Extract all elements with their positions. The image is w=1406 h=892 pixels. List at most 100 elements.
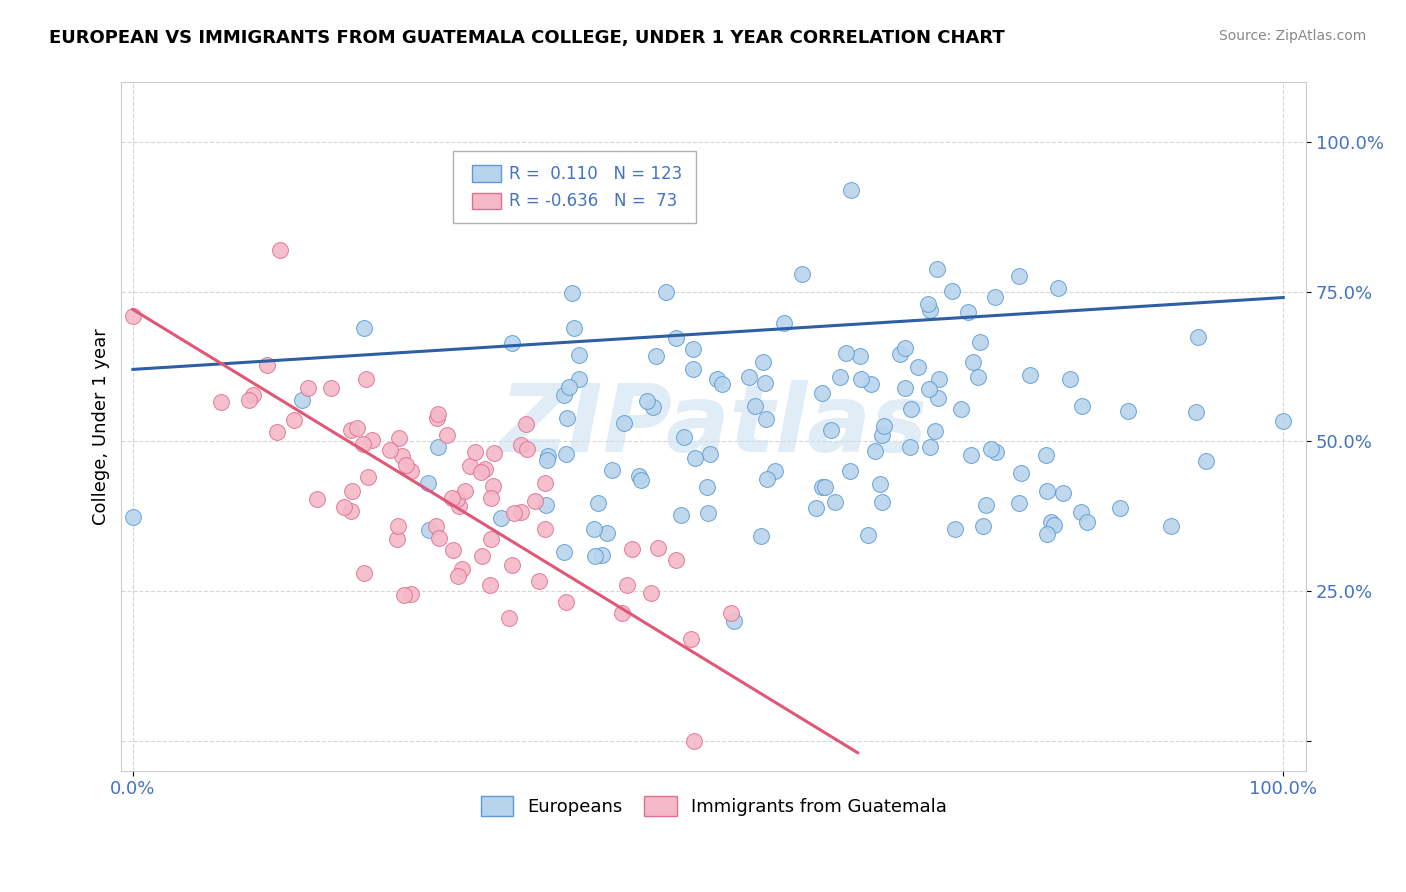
Point <box>744 400 766 414</box>
Point <box>679 632 702 646</box>
Point <box>502 506 524 520</box>
Point <box>333 500 356 514</box>
Point <box>924 425 946 439</box>
Point <box>426 408 449 422</box>
Point <box>600 463 623 477</box>
Point <box>385 532 408 546</box>
Point <box>591 548 613 562</box>
Point <box>360 433 382 447</box>
Point <box>561 285 583 300</box>
Point <box>307 491 329 506</box>
Point <box>696 480 718 494</box>
Point <box>446 491 468 506</box>
Point <box>773 316 796 330</box>
Point <box>956 305 979 319</box>
Point <box>918 440 941 454</box>
Point <box>1008 496 1031 510</box>
Point <box>1071 399 1094 413</box>
Point <box>425 518 447 533</box>
Point <box>983 290 1005 304</box>
Point <box>471 549 494 563</box>
Point <box>583 523 606 537</box>
Point <box>849 350 872 364</box>
Point <box>509 505 531 519</box>
Point <box>553 545 575 559</box>
Point <box>122 310 145 324</box>
Point <box>515 417 537 431</box>
Point <box>972 519 994 533</box>
Point <box>917 296 939 310</box>
Point <box>553 388 575 402</box>
Point <box>297 381 319 395</box>
Point <box>256 358 278 372</box>
Point <box>1160 519 1182 533</box>
Point <box>534 498 557 512</box>
Point <box>835 345 858 359</box>
Point <box>596 525 619 540</box>
Point <box>562 321 585 335</box>
Point <box>696 506 718 520</box>
Point <box>752 355 775 369</box>
Point <box>209 395 232 409</box>
Point <box>1035 448 1057 462</box>
Point <box>630 474 652 488</box>
Point <box>447 569 470 583</box>
Point <box>811 480 834 494</box>
Point <box>482 446 505 460</box>
Point <box>534 522 557 536</box>
Point <box>1010 466 1032 480</box>
Point <box>870 428 893 442</box>
Point <box>738 370 761 384</box>
Point <box>1040 515 1063 529</box>
Text: EUROPEAN VS IMMIGRANTS FROM GUATEMALA COLLEGE, UNDER 1 YEAR CORRELATION CHART: EUROPEAN VS IMMIGRANTS FROM GUATEMALA CO… <box>49 29 1005 46</box>
Point <box>441 543 464 558</box>
Point <box>1116 404 1139 418</box>
Point <box>1043 518 1066 533</box>
Point <box>820 423 842 437</box>
Point <box>814 480 837 494</box>
Point <box>340 423 363 437</box>
Point <box>1109 500 1132 515</box>
Point <box>555 595 578 609</box>
Point <box>647 541 669 556</box>
Point <box>454 483 477 498</box>
Point <box>557 410 579 425</box>
Point <box>763 465 786 479</box>
Point <box>669 508 692 522</box>
Point <box>479 577 502 591</box>
Point <box>554 447 576 461</box>
Point <box>898 440 921 454</box>
Point <box>458 458 481 473</box>
Point <box>395 458 418 472</box>
Point <box>510 438 533 452</box>
Point <box>636 393 658 408</box>
Point <box>534 476 557 491</box>
Point <box>943 522 966 536</box>
Point <box>1036 483 1059 498</box>
Point <box>755 472 778 486</box>
Point <box>558 380 581 394</box>
Point <box>790 267 813 281</box>
Point <box>1272 414 1295 428</box>
Point <box>399 586 422 600</box>
Point <box>804 501 827 516</box>
Point <box>537 449 560 463</box>
Point <box>839 183 862 197</box>
FancyBboxPatch shape <box>472 193 501 210</box>
Point <box>449 499 471 513</box>
Point <box>974 498 997 512</box>
Point <box>640 586 662 600</box>
Point <box>401 464 423 478</box>
Point <box>755 412 778 426</box>
Point <box>479 532 502 546</box>
Point <box>346 420 368 434</box>
Point <box>426 440 449 454</box>
Point <box>353 320 375 334</box>
Point <box>266 425 288 439</box>
Point <box>440 491 463 505</box>
Point <box>427 531 450 545</box>
Point <box>479 491 502 505</box>
Point <box>353 566 375 581</box>
Point <box>665 331 688 345</box>
Point <box>980 442 1002 456</box>
